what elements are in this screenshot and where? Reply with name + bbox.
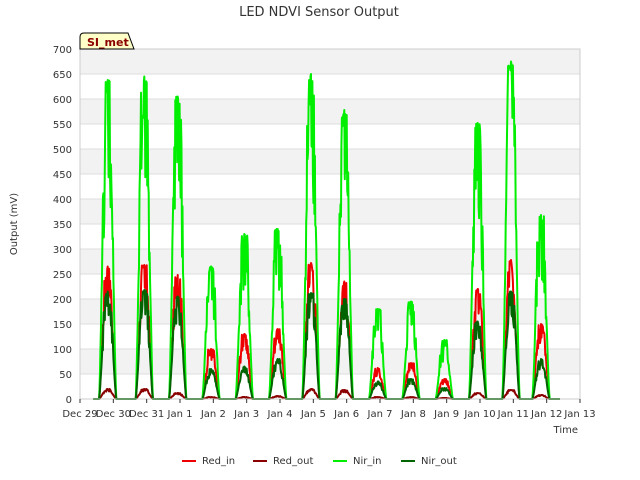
plot-band [80, 299, 580, 324]
legend-label: Red_in [202, 456, 235, 467]
x-tick-label: Jan 8 [400, 409, 426, 420]
y-tick-label: 250 [53, 270, 72, 281]
y-tick-label: 200 [53, 295, 72, 306]
y-tick-label: 700 [53, 45, 72, 56]
plot-background [80, 49, 580, 399]
plot-band [80, 249, 580, 274]
plot-band [80, 149, 580, 174]
plot-band [80, 349, 580, 374]
x-tick-label: Jan 2 [200, 409, 226, 420]
x-tick-label: Jan 6 [333, 409, 359, 420]
x-tick-label: Dec 31 [129, 409, 164, 420]
y-tick-label: 400 [53, 195, 72, 206]
y-tick-label: 150 [53, 320, 72, 331]
y-tick-label: 50 [59, 370, 72, 381]
plot-band [80, 74, 580, 99]
legend-label: Nir_in [353, 456, 382, 467]
y-tick-label: 300 [53, 245, 72, 256]
plot-band [80, 374, 580, 399]
y-axis: 0 50 100 150 200 250 300 350 400 450 500 550 600 650 7… [53, 45, 72, 406]
y-axis-label: Output (mV) [9, 193, 20, 255]
site-label: SI_met [87, 36, 129, 49]
legend: Red_in Red_out Nir_in Nir_out [182, 456, 457, 467]
x-tick-label: Jan 10 [463, 409, 495, 420]
y-tick-label: 550 [53, 120, 72, 131]
x-tick-label: Jan 12 [530, 409, 562, 420]
plot-band [80, 324, 580, 349]
plot-band [80, 199, 580, 224]
x-tick-label: Jan 4 [267, 409, 293, 420]
y-tick-label: 0 [66, 395, 72, 406]
y-tick-label: 100 [53, 345, 72, 356]
plot-frame [79, 48, 581, 400]
x-tick-label: Jan 9 [433, 409, 459, 420]
x-tick-label: Jan 13 [563, 409, 595, 420]
plot-band [80, 99, 580, 124]
legend-label: Nir_out [421, 456, 457, 467]
x-tick-label: Jan 11 [497, 409, 529, 420]
plot-band [80, 174, 580, 199]
x-tick-label: Jan 5 [300, 409, 326, 420]
legend-label: Red_out [273, 456, 313, 467]
x-tick-label: Dec 30 [96, 409, 131, 420]
y-tick-label: 650 [53, 70, 72, 81]
x-tick-label: Dec 29 [62, 409, 97, 420]
plot-band [80, 224, 580, 249]
plot-band [80, 49, 580, 74]
y-tick-label: 350 [53, 220, 72, 231]
x-tick-label: Jan 1 [167, 409, 193, 420]
y-tick-label: 500 [53, 145, 72, 156]
site-label-tab [79, 32, 135, 50]
x-tick-label: Jan 3 [233, 409, 259, 420]
plot-band [80, 274, 580, 299]
chart-title: LED NDVI Sensor Output [239, 5, 399, 20]
x-tick-label: Jan 7 [367, 409, 393, 420]
plot-band [80, 124, 580, 149]
x-axis-label: Time [553, 425, 578, 436]
y-tick-label: 450 [53, 170, 72, 181]
site-label-box: SI_met [79, 32, 135, 50]
y-tick-label: 600 [53, 95, 72, 106]
